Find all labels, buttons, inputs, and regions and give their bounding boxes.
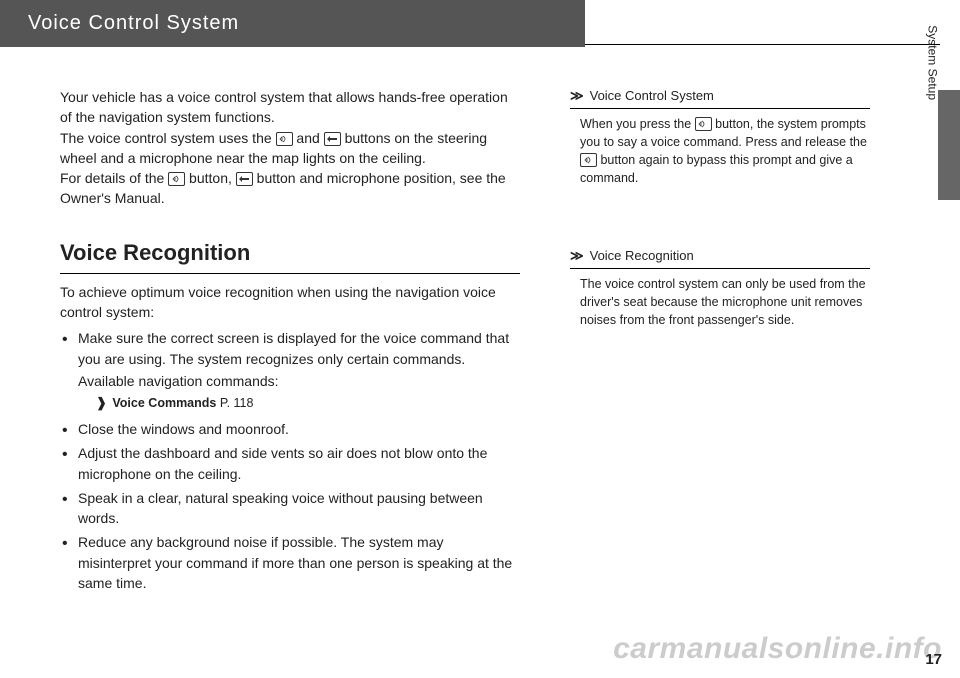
note-title-row: ≫ Voice Control System [570, 87, 870, 109]
list-item: Adjust the dashboard and side vents so a… [60, 443, 520, 484]
ref-link-label: Voice Commands [112, 396, 216, 410]
section-tab [938, 90, 960, 200]
intro-p3: For details of the button, button and mi… [60, 168, 520, 209]
link-arrow-icon: ❱ [96, 394, 107, 413]
list-item: Make sure the correct screen is displaye… [60, 328, 520, 413]
note-title-row: ≫ Voice Recognition [570, 247, 870, 269]
cmd-subline: Available navigation commands: [78, 371, 520, 391]
list-item: Reduce any background noise if possible.… [60, 532, 520, 593]
cross-ref: ❱ Voice Commands P. 118 [96, 394, 520, 413]
back-button-icon [324, 132, 341, 146]
side-note: ≫ Voice Recognition The voice control sy… [570, 247, 870, 329]
voice-recognition-lead: To achieve optimum voice recognition whe… [60, 282, 520, 323]
intro-p2: The voice control system uses the and bu… [60, 128, 520, 169]
back-button-icon [236, 172, 253, 186]
header-rule [585, 44, 940, 45]
note-arrow-icon: ≫ [570, 87, 584, 106]
list-item: Close the windows and moonroof. [60, 419, 520, 439]
talk-button-icon [580, 153, 597, 167]
left-column: Your vehicle has a voice control system … [0, 87, 530, 597]
subheading-rule [60, 273, 520, 274]
talk-button-icon [168, 172, 185, 186]
note-body: When you press the button, the system pr… [570, 115, 870, 188]
section-tab-label: System Setup [926, 25, 940, 100]
intro-block: Your vehicle has a voice control system … [60, 87, 520, 209]
tips-list: Make sure the correct screen is displaye… [60, 328, 520, 593]
talk-button-icon [695, 117, 712, 131]
ref-page: P. 118 [220, 396, 254, 410]
intro-p1: Your vehicle has a voice control system … [60, 87, 520, 128]
page-number: 17 [925, 651, 942, 668]
main-content: Your vehicle has a voice control system … [0, 47, 960, 597]
page-title: Voice Control System [28, 12, 557, 35]
page-header: Voice Control System [0, 0, 585, 47]
side-note: ≫ Voice Control System When you press th… [570, 87, 870, 187]
note-arrow-icon: ≫ [570, 247, 584, 266]
note-title: Voice Recognition [590, 247, 694, 266]
note-title: Voice Control System [590, 87, 714, 106]
note-body: The voice control system can only be use… [570, 275, 870, 329]
list-item: Speak in a clear, natural speaking voice… [60, 488, 520, 529]
voice-recognition-heading: Voice Recognition [60, 237, 520, 269]
right-column: ≫ Voice Control System When you press th… [530, 87, 870, 597]
talk-button-icon [276, 132, 293, 146]
watermark: carmanualsonline.info [613, 632, 942, 666]
